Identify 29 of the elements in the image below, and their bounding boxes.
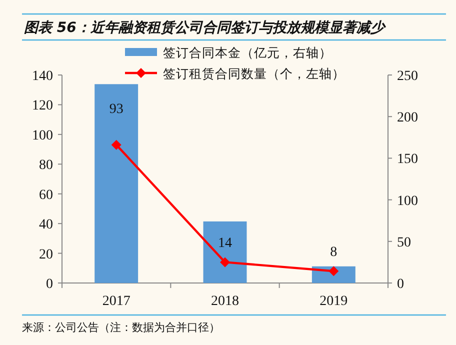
bar: [94, 84, 138, 283]
y-tick-label: 120: [32, 98, 53, 114]
x-tick-label: 2018: [211, 294, 239, 309]
y-tick-label: 80: [39, 158, 53, 174]
legend-label: 签订合同本金（亿元，右轴）: [163, 45, 332, 60]
x-tick-label: 2017: [102, 294, 130, 309]
legend-label: 签订租赁合同数量（个，左轴）: [163, 66, 345, 81]
data-label: 93: [109, 102, 124, 117]
y2-tick-label: 200: [397, 110, 418, 126]
y2-tick-label: 250: [397, 69, 418, 84]
y-tick-label: 40: [39, 218, 53, 233]
point: [111, 140, 122, 150]
y-tick-label: 20: [39, 247, 53, 262]
y2-tick-label: 50: [397, 235, 411, 250]
y-tick-label: 140: [32, 69, 53, 84]
y2-tick-label: 150: [397, 152, 418, 168]
bar: [203, 221, 247, 283]
point: [220, 257, 230, 268]
y2-tick-label: 100: [397, 194, 418, 209]
chart-title: 图表 56：近年融资租赁公司合同签订与投放规模显著减少: [24, 19, 386, 36]
y2-tick-label: 0: [397, 277, 404, 292]
point: [328, 266, 339, 276]
y-tick-label: 100: [32, 128, 53, 144]
source-note: 来源：公司公告（注：数据为合并口径）: [22, 321, 220, 334]
y-tick-label: 60: [39, 188, 53, 203]
x-tick-label: 2019: [320, 294, 348, 309]
data-label: 14: [218, 236, 232, 252]
data-label: 8: [330, 245, 338, 260]
y-tick-label: 0: [46, 277, 53, 292]
